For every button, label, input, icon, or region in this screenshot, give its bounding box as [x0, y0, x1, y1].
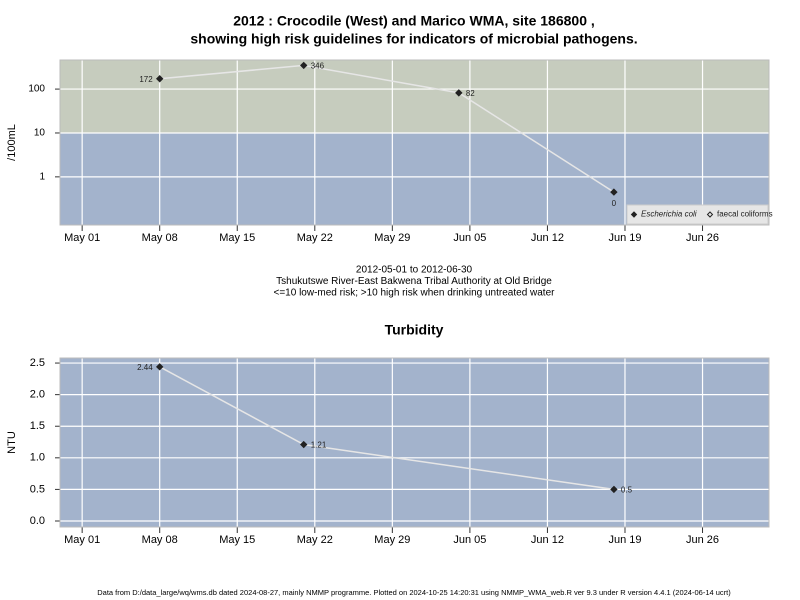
marker	[455, 89, 463, 97]
y-axis-label: /100mL	[6, 124, 18, 161]
caption: 2012-05-01 to 2012-06-30	[356, 265, 473, 276]
x-tick-label: Jun 05	[453, 232, 486, 244]
plot-frame	[59, 357, 770, 528]
legend-label: faecal coliforms	[717, 210, 773, 219]
y-tick-label: 1.5	[30, 420, 45, 432]
marker	[155, 75, 164, 83]
chart-title: showing high risk guidelines for indicat…	[190, 31, 637, 47]
x-tick-label: Jun 12	[531, 534, 564, 546]
x-tick-label: May 08	[142, 534, 178, 546]
value-label: 0	[612, 199, 617, 208]
y-tick-label: 10	[34, 128, 46, 139]
marker	[300, 61, 308, 70]
x-tick-label: May 29	[374, 232, 410, 244]
y-tick-label: 1	[39, 172, 45, 183]
value-label: 2.44	[137, 363, 153, 372]
value-label: 346	[311, 62, 325, 71]
x-tick-label: Jun 05	[453, 534, 486, 546]
marker	[610, 485, 618, 494]
x-tick-label: Jun 19	[608, 232, 641, 244]
y-tick-label: 100	[28, 84, 45, 95]
y-tick-label: 0.0	[30, 515, 45, 527]
x-tick-label: Jun 12	[531, 232, 564, 244]
plot-background	[60, 358, 769, 527]
y-tick-label: 2.0	[30, 389, 45, 401]
marker	[155, 363, 164, 371]
x-tick-label: Jun 26	[686, 534, 719, 546]
chart-title: 2012 : Crocodile (West) and Marico WMA, …	[233, 13, 595, 29]
value-label: 0.5	[621, 486, 633, 495]
chart-title: Turbidity	[385, 322, 444, 338]
x-tick-label: May 22	[297, 232, 333, 244]
marker	[300, 440, 308, 449]
x-tick-label: May 22	[297, 534, 333, 546]
legend-marker	[706, 211, 714, 218]
value-label: 172	[139, 75, 153, 84]
legend-box	[626, 204, 769, 225]
x-tick-label: May 15	[219, 232, 255, 244]
x-tick-label: May 01	[64, 534, 100, 546]
high-risk-band	[60, 60, 769, 133]
y-tick-label: 0.5	[30, 483, 45, 495]
legend-marker	[630, 211, 638, 218]
x-tick-label: May 08	[142, 232, 178, 244]
y-tick-label: 1.0	[30, 452, 45, 464]
caption: <=10 low-med risk; >10 high risk when dr…	[274, 288, 556, 299]
x-tick-label: Jun 26	[686, 232, 719, 244]
line	[159, 64, 615, 193]
footer: Data from D:/data_large/wq/wms.db dated …	[97, 588, 731, 597]
y-axis-label: NTU	[6, 431, 18, 454]
y-tick-label: 2.5	[30, 357, 45, 369]
x-tick-label: May 29	[374, 534, 410, 546]
x-tick-label: May 15	[219, 534, 255, 546]
x-tick-label: May 01	[64, 232, 100, 244]
legend-label: Escherichia coli	[641, 210, 697, 219]
plot-frame	[59, 59, 770, 226]
x-tick-label: Jun 19	[608, 534, 641, 546]
caption: Tshukutswe River-East Bakwena Tribal Aut…	[276, 276, 552, 287]
marker	[610, 188, 618, 196]
value-label: 1.21	[311, 441, 327, 450]
value-label: 82	[466, 89, 475, 98]
